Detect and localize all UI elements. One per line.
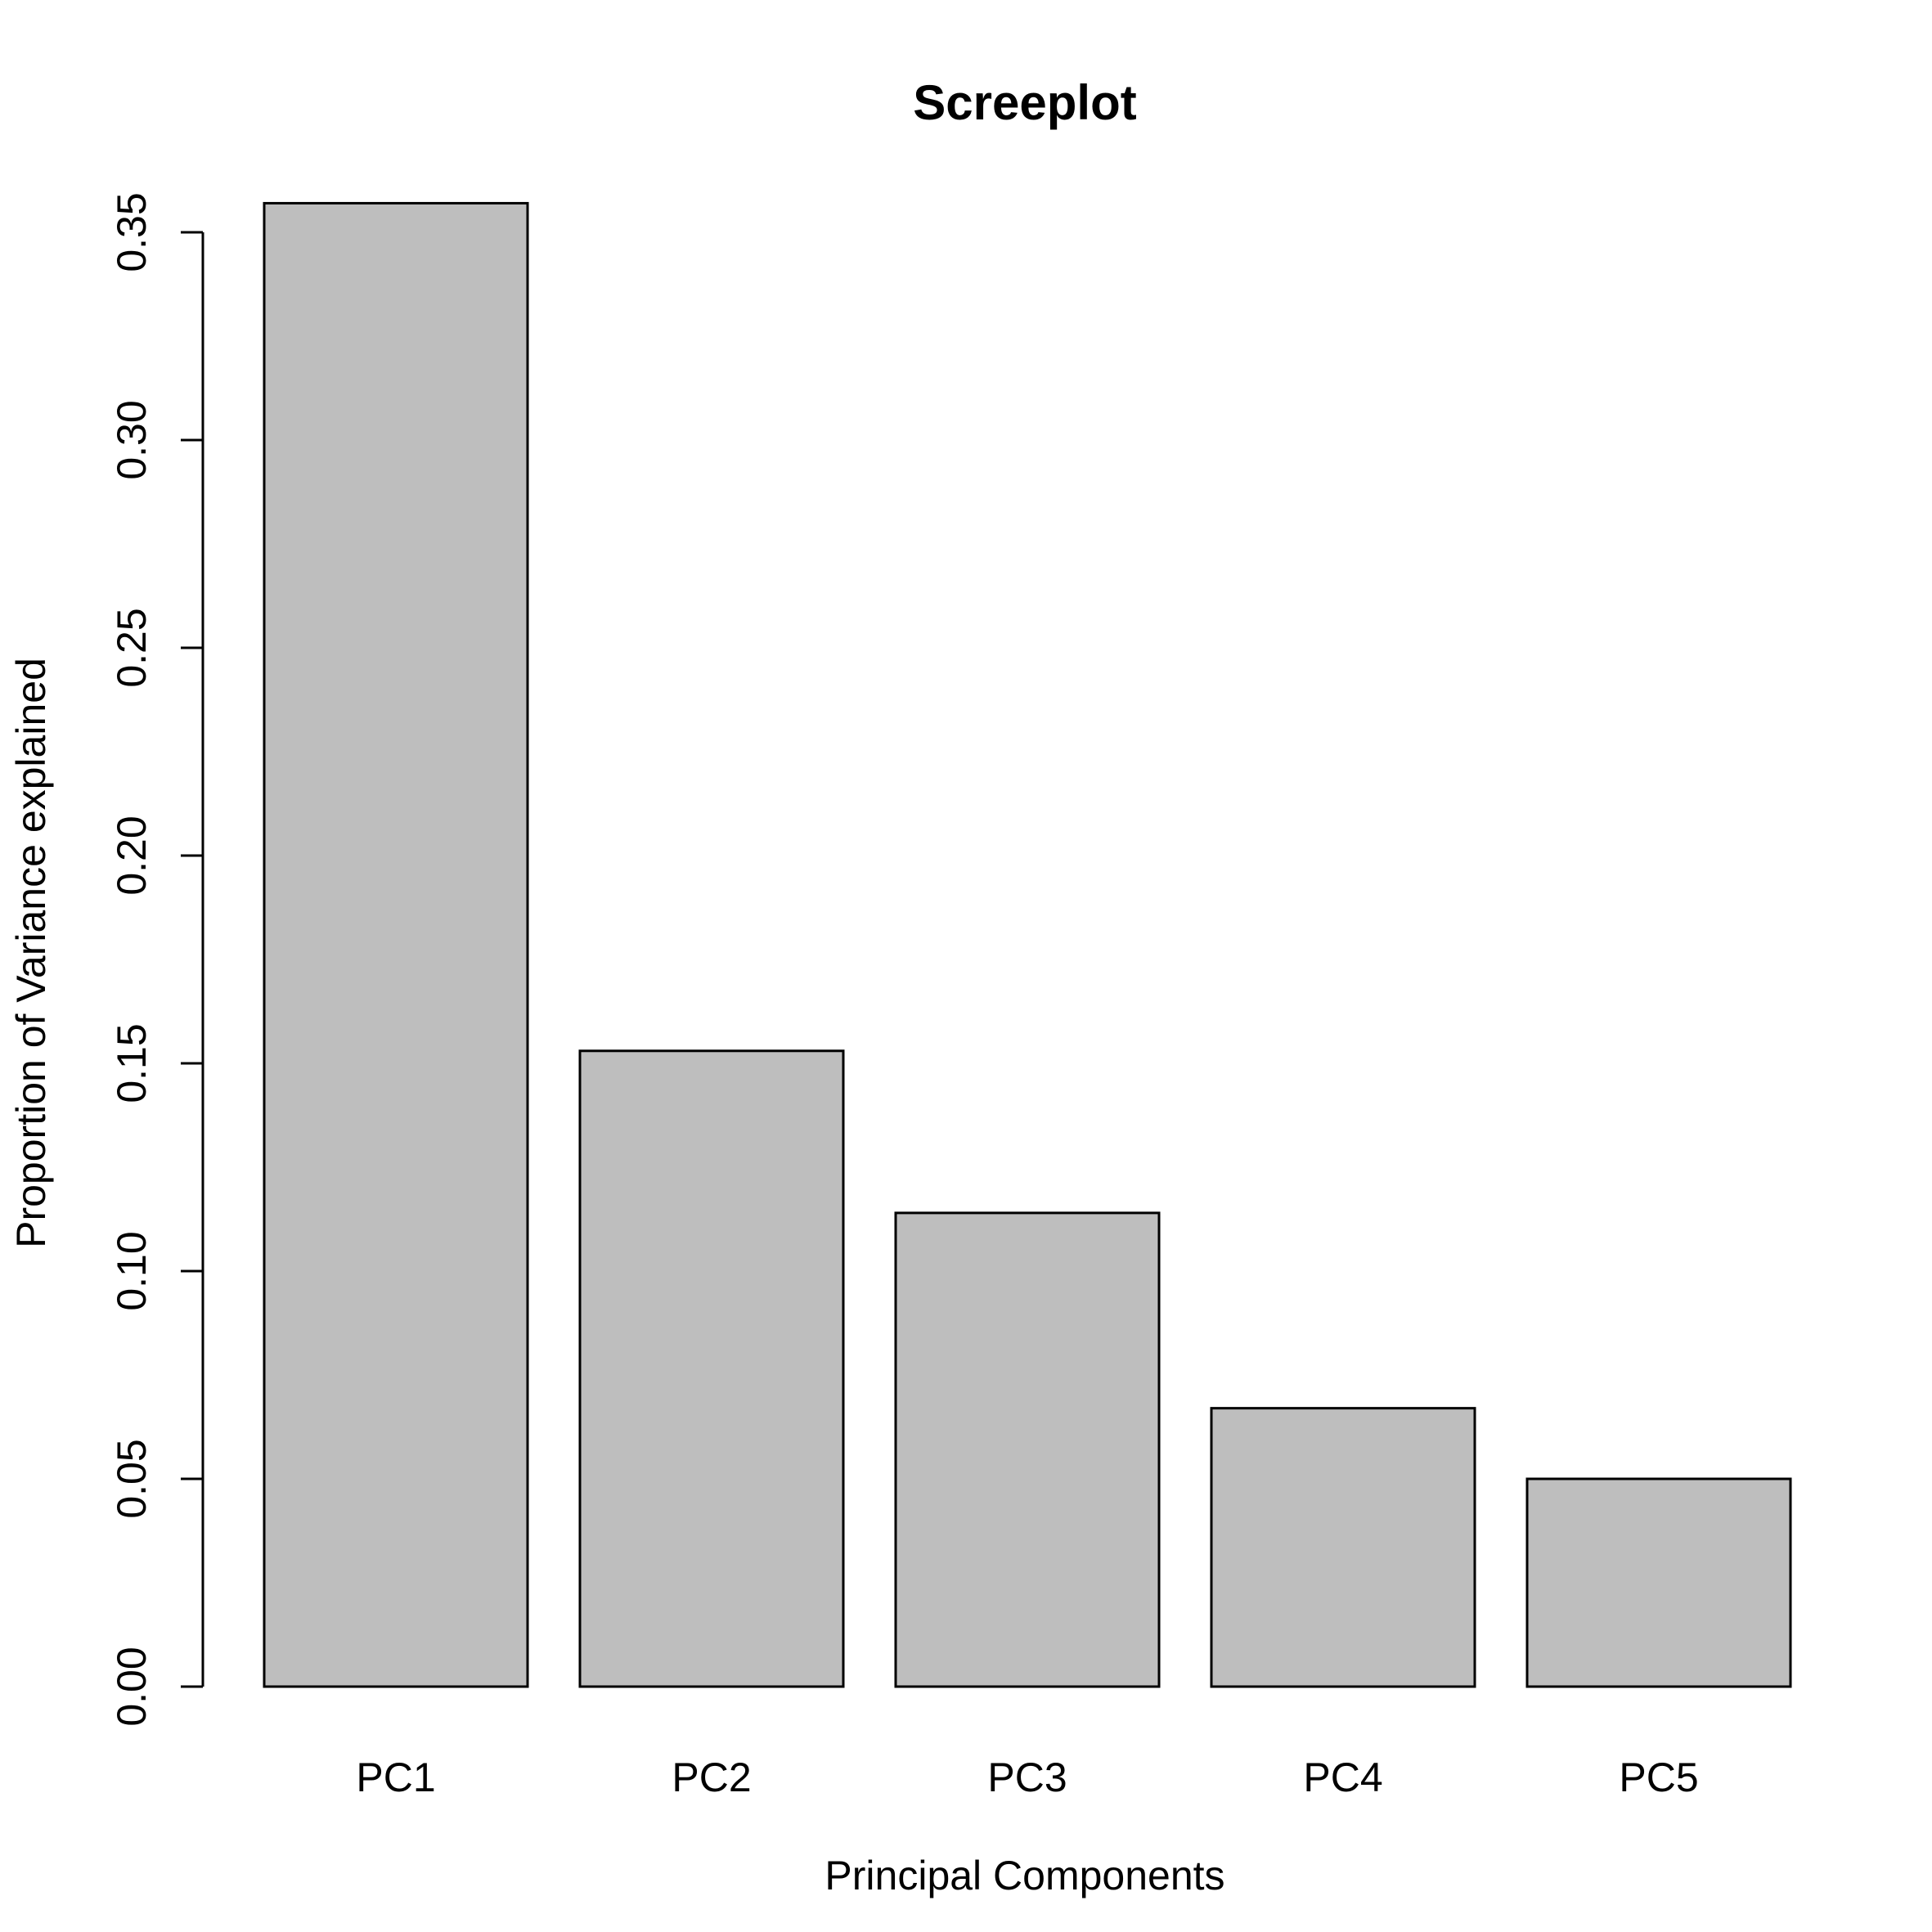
y-tick-label: 0.05 — [109, 1439, 155, 1518]
bars — [263, 201, 1792, 1688]
y-tick-label: 0.20 — [109, 815, 155, 895]
bar-pc4 — [1210, 1407, 1476, 1688]
x-category-label: PC3 — [987, 1755, 1067, 1800]
y-tick-label: 0.25 — [109, 608, 155, 687]
chart-title: Screeplot — [913, 75, 1136, 130]
y-tick-label: 0.15 — [109, 1023, 155, 1103]
bar-pc2 — [578, 1049, 845, 1688]
y-tick-label: 0.00 — [109, 1647, 155, 1726]
y-axis-label: Proportion of Variance explained — [8, 658, 54, 1248]
x-category-label: PC2 — [672, 1755, 751, 1800]
x-category-label: PC1 — [356, 1755, 435, 1800]
x-category-label: PC5 — [1619, 1755, 1698, 1800]
bar-pc3 — [894, 1211, 1161, 1688]
x-axis-categories: PC1 PC2 PC3 PC4 PC5 — [356, 1755, 1698, 1800]
y-tick-label: 0.10 — [109, 1231, 155, 1310]
bar-pc5 — [1525, 1477, 1792, 1688]
y-axis: 0.00 0.05 0.10 0.15 0.20 0.25 0.30 0.35 — [109, 192, 204, 1727]
x-axis-label: Principal Components — [824, 1853, 1224, 1898]
bar-pc1 — [263, 201, 529, 1688]
y-tick-label: 0.30 — [109, 400, 155, 479]
x-category-label: PC4 — [1303, 1755, 1382, 1800]
y-tick-label: 0.35 — [109, 192, 155, 272]
